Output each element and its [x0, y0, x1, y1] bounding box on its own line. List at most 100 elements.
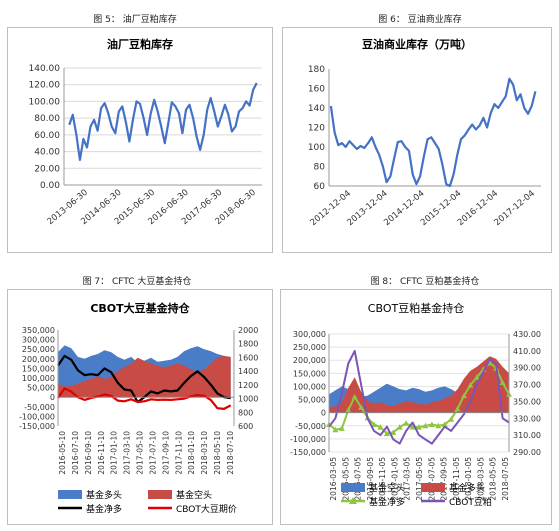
- y-tick-label: 60: [314, 182, 326, 192]
- y-left-tick-label: -100,000: [290, 435, 326, 444]
- x-tick-label: 2017-01-05: [390, 457, 399, 501]
- x-tick-label: 2017-05-05: [415, 457, 424, 501]
- series-marker: [448, 416, 455, 422]
- x-tick-label: 2017-09-05: [440, 457, 449, 501]
- legend-label: 基金空头: [176, 489, 212, 501]
- series-marker: [422, 422, 429, 429]
- x-tick-label: 2018-05-05: [489, 457, 498, 501]
- figure-8-caption: 图 8： CFTC 豆粕基金持仓: [370, 277, 480, 287]
- series-line: [57, 387, 232, 411]
- y-tick-label: 100: [308, 143, 325, 153]
- chart-cbot-soymeal-fund: CBOT豆粕基金持仓 300,000 250,000 200,000 150,000 10…: [290, 301, 541, 508]
- figure-6-caption: 图 6： 豆油商业库存: [378, 15, 462, 25]
- series-marker: [332, 426, 339, 433]
- x-tick-label: 2018-03-05: [476, 457, 485, 501]
- y-right-tick-label: 1400: [238, 367, 258, 376]
- legend-swatch: [148, 490, 172, 499]
- x-tick-label: 2017-03-05: [403, 457, 412, 501]
- y-right-tick-label: 370.00: [513, 381, 541, 390]
- series-marker: [416, 424, 422, 430]
- y-left-tick-label: -150,000: [19, 422, 55, 431]
- series-marker: [377, 424, 384, 430]
- legend-label: 基金空头: [369, 482, 405, 494]
- y-tick-label: 80: [314, 163, 326, 173]
- y-right-tick-label: 350.00: [513, 397, 541, 406]
- series-marker: [371, 421, 377, 427]
- x-tick-label: 2016-07-05: [354, 457, 363, 501]
- x-tick-label: 2016-07-10: [71, 431, 80, 475]
- x-tick-label: 2018-07-05: [501, 457, 510, 501]
- y-right-tick-label: 2000: [238, 326, 258, 335]
- x-tick-label: 2016-03-05: [329, 457, 338, 501]
- y-tick-label: 160: [308, 85, 325, 95]
- y-left-tick-label: 150,000: [22, 364, 55, 373]
- y-right-tick-label: 430.00: [513, 330, 541, 339]
- y-tick-label: 40.00: [34, 148, 60, 158]
- x-tick-label: 2017-11-10: [174, 431, 183, 475]
- x-tick-label: 2017-01-10: [110, 431, 119, 475]
- y-left-tick-label: -100,000: [19, 412, 55, 421]
- series-marker: [454, 405, 461, 412]
- y-left-tick-label: 300,000: [22, 336, 55, 345]
- y-tick-label: 120: [308, 124, 325, 134]
- x-tick-label: 2017-09-10: [161, 431, 170, 475]
- y-tick-label: 60.00: [34, 131, 60, 141]
- y-left-tick-label: 0: [50, 393, 55, 402]
- y-right-tick-label: 800: [238, 408, 253, 417]
- chart-panel-cbot-soybean-fund: CBOT大豆基金持仓 350,000 300,000 250,000 200,000 15…: [7, 289, 273, 525]
- x-tick-label: 2016-11-10: [97, 431, 106, 475]
- series-marker: [403, 420, 410, 426]
- y-tick-label: 180: [308, 65, 325, 75]
- x-tick-label: 2017-07-10: [148, 431, 157, 475]
- y-left-tick-label: 50,000: [298, 396, 326, 405]
- series-marker: [441, 421, 448, 427]
- legend-label: 基金净多: [86, 503, 122, 515]
- x-tick-label: 2016-11-05: [378, 457, 387, 501]
- legend-label: 基金多头: [86, 489, 122, 501]
- y-left-tick-label: 200,000: [293, 356, 326, 365]
- y-right-tick-label: 1200: [238, 381, 258, 390]
- y-right-tick-label: 1800: [238, 340, 258, 349]
- chart-panel-soymeal-stock: 油厂豆粕库存 0.00 20.00 40.00 60.00 80.00 100.00 120.…: [7, 27, 273, 253]
- y-left-tick-label: 100,000: [22, 374, 55, 383]
- series-marker: [409, 424, 416, 430]
- series-marker: [461, 392, 467, 399]
- y-left-tick-label: 200,000: [22, 355, 55, 364]
- x-tick-label: 2018-07-10: [226, 431, 235, 475]
- series-marker: [358, 404, 365, 410]
- y-left-tick-label: -50,000: [295, 422, 326, 431]
- legend-label: 基金多头: [449, 482, 485, 494]
- series-marker: [351, 393, 358, 400]
- y-left-tick-label: 250,000: [22, 345, 55, 354]
- y-left-tick-label: 250,000: [293, 343, 326, 352]
- series-marker: [338, 425, 345, 431]
- series-marker: [396, 424, 403, 430]
- x-tick-label: 2016-05-05: [341, 457, 350, 501]
- series-marker: [467, 382, 474, 388]
- y-left-tick-label: 0: [321, 409, 326, 418]
- y-right-tick-label: 290.00: [513, 448, 541, 457]
- y-right-tick-label: 600: [238, 422, 253, 431]
- series-line: [328, 349, 510, 445]
- x-tick-label: 2016-09-10: [84, 431, 93, 475]
- series-marker: [435, 422, 442, 429]
- legend-label: 基金净多: [369, 496, 405, 508]
- y-left-tick-label: 50,000: [27, 384, 55, 393]
- y-left-tick-label: 100,000: [293, 382, 326, 391]
- legend-swatch: [421, 483, 445, 492]
- series-area: [58, 355, 231, 398]
- y-right-tick-label: 390.00: [513, 364, 541, 373]
- x-tick-label: 2016-05-10: [58, 431, 67, 475]
- x-tick-label: 2017-07-05: [427, 457, 436, 501]
- y-left-tick-label: -150,000: [290, 448, 326, 457]
- y-right-tick-label: 1600: [238, 353, 258, 362]
- y-right-tick-label: 330.00: [513, 414, 541, 423]
- figure-5-caption: 图 5： 油厂豆粕库存: [93, 15, 177, 25]
- legend-swatch: [341, 483, 365, 492]
- x-tick-label: 2017-12-04: [493, 189, 537, 228]
- x-tick-label: 2018-03-10: [200, 431, 209, 475]
- series-marker: [473, 374, 480, 380]
- y-tick-label: 120.00: [29, 81, 61, 91]
- y-tick-label: 20.00: [34, 164, 60, 174]
- chart-soymeal-stock: 油厂豆粕库存 0.00 20.00 40.00 60.00 80.00 100.00 120.…: [29, 37, 262, 227]
